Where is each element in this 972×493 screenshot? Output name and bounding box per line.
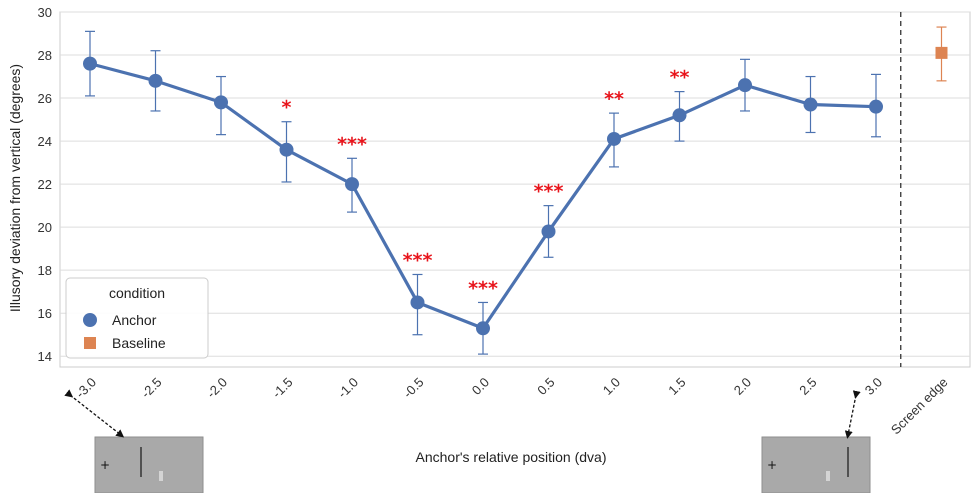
- legend-entry: Baseline: [112, 335, 166, 351]
- y-tick-label: 16: [38, 306, 52, 321]
- data-point: [935, 46, 948, 59]
- x-tick-label: 3.0: [862, 375, 885, 398]
- fixation-cross: +: [100, 458, 110, 472]
- data-point: [214, 95, 228, 110]
- gabor-patch: [826, 471, 830, 481]
- legend: condition Anchor Baseline: [65, 277, 209, 359]
- thumbnail-frame: [761, 436, 871, 493]
- stimulus-thumbnail-left: +: [64, 389, 204, 493]
- y-tick-label: 30: [38, 5, 52, 20]
- significance-marker: ***: [337, 133, 367, 155]
- plot-frame: [59, 11, 971, 368]
- legend-box: [65, 277, 209, 359]
- y-tick-label: 26: [38, 91, 52, 106]
- x-tick-label: 1.0: [600, 375, 623, 398]
- data-point: [738, 78, 752, 93]
- x-tick-label: 2.0: [731, 375, 754, 398]
- significance-markers: *****************: [282, 67, 690, 300]
- significance-marker: **: [670, 67, 690, 89]
- x-axis-label: Anchor's relative position (dva): [416, 449, 607, 465]
- y-tick-label: 20: [38, 220, 52, 235]
- x-tick-label: -3.0: [73, 375, 99, 401]
- thumbnail-arrow: [64, 389, 125, 438]
- significance-marker: *: [282, 97, 292, 119]
- x-tick-label: -1.0: [335, 375, 361, 401]
- y-tick-label: 28: [38, 48, 52, 63]
- x-tick-label: 0.0: [469, 375, 492, 398]
- gridlines: [60, 11, 970, 357]
- x-tick-label: -2.0: [204, 375, 230, 401]
- x-tick-label: -0.5: [400, 375, 426, 401]
- x-tick-label: -1.5: [269, 375, 295, 401]
- legend-entry: Anchor: [112, 312, 157, 328]
- data-point: [541, 224, 556, 239]
- data-point: [672, 108, 687, 123]
- data-points: [83, 46, 948, 336]
- gabor-patch: [159, 471, 163, 481]
- data-point: [148, 73, 163, 88]
- plot-area: [59, 11, 971, 368]
- legend-swatch: [83, 313, 97, 327]
- thumbnail-arrow: [844, 390, 861, 439]
- data-point: [345, 177, 359, 192]
- x-tick-label: 0.5: [534, 375, 557, 398]
- data-point: [869, 99, 883, 114]
- x-tick-label: 1.5: [665, 375, 688, 398]
- x-tick-label: Screen edge: [888, 375, 951, 438]
- significance-marker: ***: [403, 249, 433, 271]
- fixation-cross: +: [767, 458, 777, 472]
- legend-swatch: [84, 337, 96, 349]
- significance-marker: ***: [534, 181, 564, 203]
- data-point: [410, 295, 425, 310]
- significance-marker: **: [604, 88, 624, 110]
- stimulus-thumbnails: + +: [64, 389, 871, 493]
- y-axis-label: Illusory deviation from vertical (degree…: [7, 64, 23, 312]
- data-point: [803, 97, 818, 112]
- y-tick-label: 18: [38, 263, 52, 278]
- x-tick-label: 2.5: [796, 375, 819, 398]
- y-axis-ticks: 14 16 18 20 22 24 26 28 30: [38, 5, 52, 364]
- y-tick-label: 14: [38, 349, 52, 364]
- data-point: [607, 131, 621, 146]
- data-point: [83, 56, 97, 71]
- stimulus-thumbnail-right: +: [761, 390, 871, 493]
- data-point: [279, 142, 294, 157]
- x-axis-ticks: -3.0 -2.5 -2.0 -1.5 -1.0 -0.5 0.0 0.5 1.0 1.5 2.0 2…: [73, 375, 951, 438]
- thumbnail-frame: [94, 436, 204, 493]
- legend-title: condition: [109, 285, 165, 301]
- y-tick-label: 22: [38, 177, 52, 192]
- x-tick-label: -2.5: [138, 375, 164, 401]
- significance-marker: ***: [468, 277, 498, 299]
- y-tick-label: 24: [38, 134, 52, 149]
- data-point: [476, 321, 490, 336]
